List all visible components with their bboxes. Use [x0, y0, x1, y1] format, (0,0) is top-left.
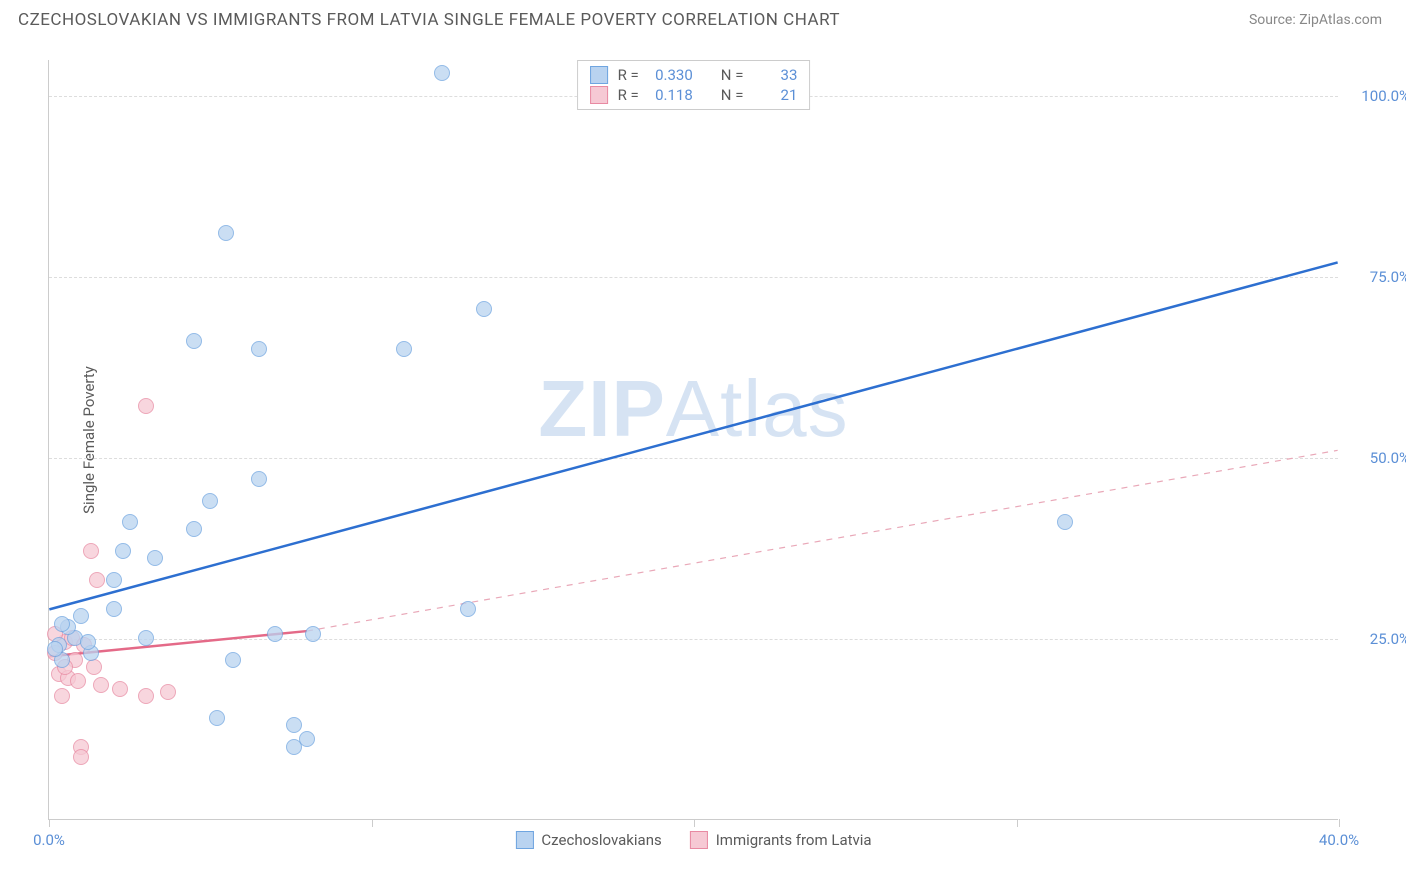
- x-tick: [1339, 819, 1340, 827]
- y-tick-label: 25.0%: [1346, 630, 1406, 648]
- data-point-czech: [225, 652, 241, 668]
- x-tick: [694, 819, 695, 827]
- data-point-czech: [186, 521, 202, 537]
- stats-legend-box: R = 0.330 N = 33 R = 0.118 N = 21: [577, 60, 811, 110]
- r-value-latvia: 0.118: [649, 86, 693, 104]
- r-label: R =: [618, 66, 639, 84]
- series-legend: Czechoslovakians Immigrants from Latvia: [515, 831, 871, 849]
- chart-source: Source: ZipAtlas.com: [1249, 12, 1382, 28]
- legend-item-czech: Czechoslovakians: [515, 831, 661, 849]
- data-point-latvia: [93, 677, 109, 693]
- data-point-czech: [106, 601, 122, 617]
- y-tick-label: 75.0%: [1346, 268, 1406, 286]
- data-point-czech: [106, 572, 122, 588]
- data-point-czech: [80, 634, 96, 650]
- data-point-czech: [460, 601, 476, 617]
- x-tick: [372, 819, 373, 827]
- stats-row-czech: R = 0.330 N = 33: [590, 65, 798, 85]
- r-value-czech: 0.330: [649, 66, 693, 84]
- data-point-czech: [202, 493, 218, 509]
- y-tick-label: 50.0%: [1346, 449, 1406, 467]
- data-point-latvia: [70, 673, 86, 689]
- data-point-czech: [186, 333, 202, 349]
- data-point-latvia: [112, 681, 128, 697]
- n-value-czech: 33: [753, 66, 797, 84]
- data-point-latvia: [73, 749, 89, 765]
- x-tick-label: 0.0%: [33, 831, 65, 849]
- data-point-latvia: [89, 572, 105, 588]
- x-tick-label: 40.0%: [1319, 831, 1359, 849]
- data-point-czech: [122, 514, 138, 530]
- gridline: [49, 277, 1338, 278]
- swatch-czech: [515, 831, 533, 849]
- x-tick: [49, 819, 50, 827]
- data-point-latvia: [83, 543, 99, 559]
- n-value-latvia: 21: [753, 86, 797, 104]
- y-axis-label: Single Female Poverty: [80, 366, 98, 514]
- data-point-czech: [305, 626, 321, 642]
- legend-label-czech: Czechoslovakians: [541, 831, 661, 849]
- data-point-latvia: [160, 684, 176, 700]
- data-point-czech: [267, 626, 283, 642]
- swatch-czech: [590, 66, 608, 84]
- swatch-latvia: [590, 86, 608, 104]
- y-tick-label: 100.0%: [1346, 87, 1406, 105]
- data-point-czech: [476, 301, 492, 317]
- chart-plot-area: Single Female Poverty ZIPAtlas 25.0%50.0…: [48, 60, 1338, 820]
- gridline: [49, 639, 1338, 640]
- n-label: N =: [721, 66, 744, 84]
- trend-lines: [49, 60, 1338, 819]
- data-point-latvia: [138, 398, 154, 414]
- data-point-czech: [218, 225, 234, 241]
- data-point-czech: [1057, 514, 1073, 530]
- data-point-czech: [138, 630, 154, 646]
- watermark: ZIPAtlas: [538, 363, 848, 455]
- legend-item-latvia: Immigrants from Latvia: [690, 831, 872, 849]
- data-point-czech: [251, 341, 267, 357]
- data-point-czech: [147, 550, 163, 566]
- gridline: [49, 458, 1338, 459]
- data-point-czech: [434, 65, 450, 81]
- n-label: N =: [721, 86, 744, 104]
- data-point-czech: [209, 710, 225, 726]
- data-point-latvia: [86, 659, 102, 675]
- data-point-latvia: [54, 688, 70, 704]
- stats-row-latvia: R = 0.118 N = 21: [590, 85, 798, 105]
- data-point-czech: [47, 641, 63, 657]
- data-point-czech: [286, 739, 302, 755]
- data-point-czech: [54, 616, 70, 632]
- data-point-czech: [396, 341, 412, 357]
- swatch-latvia: [690, 831, 708, 849]
- x-tick: [1017, 819, 1018, 827]
- legend-label-latvia: Immigrants from Latvia: [716, 831, 872, 849]
- data-point-czech: [251, 471, 267, 487]
- data-point-czech: [73, 608, 89, 624]
- data-point-czech: [115, 543, 131, 559]
- r-label: R =: [618, 86, 639, 104]
- chart-header: CZECHOSLOVAKIAN VS IMMIGRANTS FROM LATVI…: [0, 0, 1406, 40]
- data-point-czech: [286, 717, 302, 733]
- data-point-latvia: [138, 688, 154, 704]
- chart-title: CZECHOSLOVAKIAN VS IMMIGRANTS FROM LATVI…: [18, 10, 840, 30]
